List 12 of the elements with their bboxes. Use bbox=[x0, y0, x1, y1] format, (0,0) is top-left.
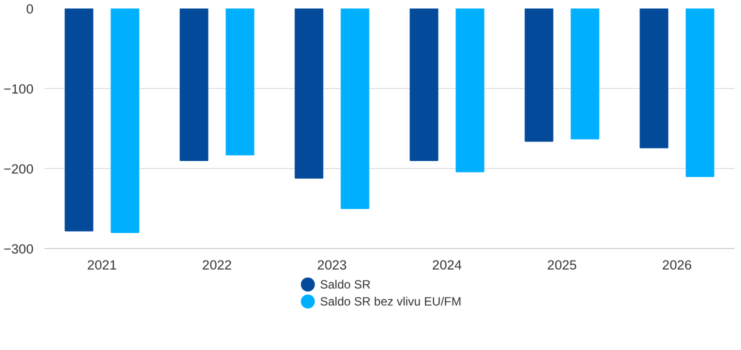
legend-label: Saldo SR bbox=[320, 278, 372, 292]
y-tick-label: −100 bbox=[3, 82, 34, 96]
x-tick-label: 2023 bbox=[317, 258, 347, 272]
y-tick-label: 0 bbox=[26, 2, 34, 16]
x-tick-label: 2026 bbox=[662, 258, 692, 272]
x-tick-label: 2021 bbox=[87, 258, 117, 272]
y-tick-label: −200 bbox=[3, 162, 34, 176]
y-tick-label: −300 bbox=[3, 242, 34, 256]
x-tick-label: 2022 bbox=[202, 258, 232, 272]
x-tick-label: 2025 bbox=[547, 258, 577, 272]
x-tick-label: 2024 bbox=[432, 258, 462, 272]
legend-label: Saldo SR bez vlivu EU/FM bbox=[320, 294, 462, 308]
